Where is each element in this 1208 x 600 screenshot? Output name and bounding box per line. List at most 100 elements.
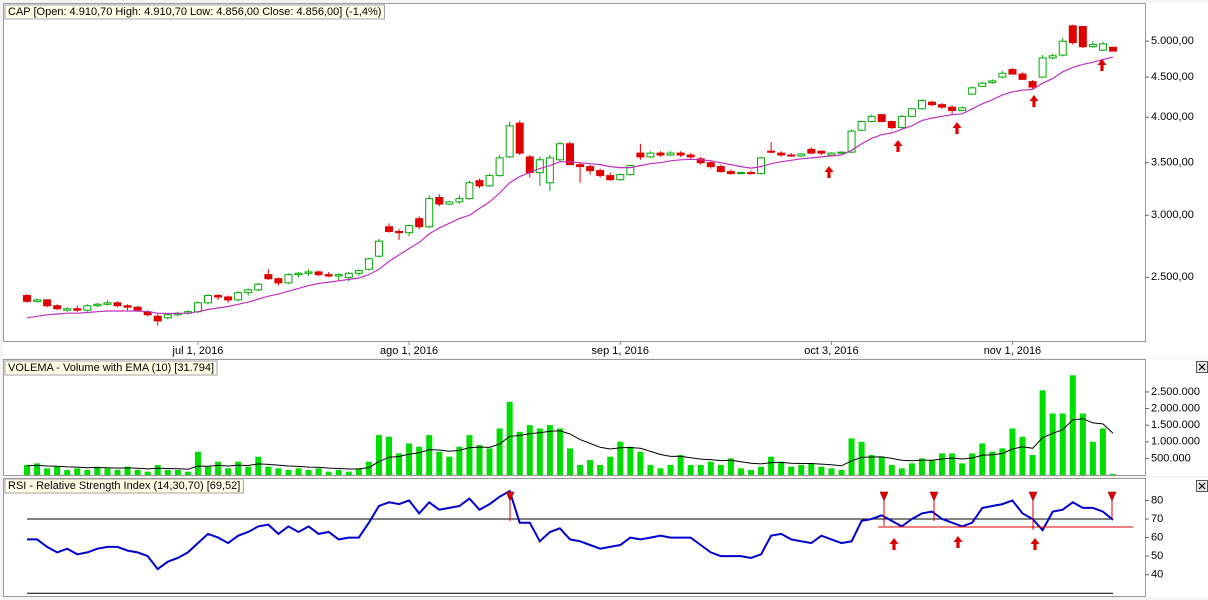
x-tick-label: sep 1, 2016	[592, 345, 650, 357]
candle-body	[344, 272, 353, 278]
volume-bar	[446, 456, 453, 475]
candle-body	[1088, 44, 1097, 48]
candle-body	[43, 299, 52, 307]
candle-body	[334, 274, 343, 277]
volume-bar	[506, 401, 513, 475]
rsi-annotations	[505, 491, 1133, 550]
candle-body	[505, 125, 514, 158]
y-tick-label: 2.500.000	[1151, 386, 1200, 398]
candle-body	[395, 230, 404, 234]
volume-bar	[194, 451, 201, 475]
volume-bar	[727, 458, 734, 475]
candle-body	[535, 159, 544, 174]
candle-body	[586, 166, 595, 172]
volume-bar	[84, 470, 91, 475]
volume-bar	[416, 446, 423, 475]
candle-body	[555, 143, 564, 161]
title-box	[4, 4, 385, 20]
candle-body	[525, 156, 534, 174]
volume-bar	[597, 465, 604, 475]
volume-bar	[426, 435, 433, 475]
volume-bar	[104, 468, 111, 475]
volume-bar	[144, 471, 151, 475]
volume-bar	[1069, 375, 1076, 475]
volume-bar	[154, 465, 161, 475]
y-tick-label: 80	[1151, 494, 1163, 506]
candle-body	[616, 174, 625, 181]
candle-body	[606, 175, 615, 181]
volume-bar	[335, 470, 342, 475]
volume-bar	[305, 470, 312, 475]
candle-body	[284, 274, 293, 284]
volume-bar	[607, 456, 614, 475]
candle-body	[897, 115, 906, 129]
panel-title: CAP [Open: 4.910,70 High: 4.910,70 Low: …	[8, 6, 381, 18]
close-button[interactable]	[1196, 361, 1208, 373]
candle-body	[455, 198, 464, 203]
volume-bar	[215, 461, 222, 475]
volume-bar	[94, 466, 101, 475]
candle-body	[646, 152, 655, 158]
volume-bar	[637, 451, 644, 475]
candle-body	[254, 283, 263, 291]
candle-body	[917, 100, 926, 110]
rsi-axis-area	[1146, 478, 1208, 597]
volume-bar	[34, 463, 41, 475]
candle-body	[33, 299, 42, 302]
candle-body	[978, 82, 987, 87]
volume-bar	[325, 471, 332, 475]
candle-body	[807, 148, 816, 154]
candle-body	[1018, 73, 1027, 80]
candle-body	[515, 122, 524, 154]
volume-bar	[396, 453, 403, 475]
volume-bar	[436, 451, 443, 475]
volume-bar	[64, 470, 71, 475]
volume-bar	[687, 465, 694, 475]
candle-body	[928, 101, 936, 106]
volume-bar	[858, 441, 865, 475]
candle-body	[304, 271, 313, 274]
volume-bar	[184, 471, 191, 475]
volume-bar	[818, 466, 825, 475]
candle-body	[23, 295, 31, 302]
candle-body	[405, 225, 414, 234]
candle-body	[374, 240, 383, 257]
candle-body	[465, 182, 474, 200]
volume-bar	[486, 448, 493, 475]
price-chart: 2.500,00 3.000,00 3.500,00 4.000,00 4.500,00…	[4, 4, 1194, 357]
y-tick-label: 50	[1151, 550, 1163, 562]
candle-body	[736, 172, 745, 175]
candle-body	[696, 158, 705, 164]
volume-bar	[898, 468, 905, 475]
candle-body	[747, 172, 755, 175]
candle-body	[857, 120, 866, 131]
y-tick-label: 5.000,00	[1151, 35, 1194, 47]
date-axis-area	[3, 342, 1208, 358]
title-box	[4, 360, 218, 376]
candle-body	[264, 274, 273, 280]
candle-body	[83, 305, 92, 311]
x-tick-label: nov 1, 2016	[984, 345, 1042, 357]
volume-bar	[758, 466, 765, 475]
volume-bar	[54, 466, 61, 475]
candle-body	[385, 226, 393, 232]
volume-bar	[164, 470, 171, 475]
volume-bar	[808, 463, 815, 475]
volume-bar	[788, 466, 795, 475]
y-tick-label: 1.500.000	[1151, 419, 1200, 431]
volume-bar	[1110, 473, 1116, 475]
candle-body	[224, 296, 233, 301]
candle-body	[867, 115, 876, 122]
volume-bar	[969, 453, 976, 475]
candle-body	[354, 270, 363, 274]
candle-body	[415, 218, 424, 228]
candle-body	[566, 143, 574, 166]
volume-bar	[386, 436, 392, 475]
candle-body	[716, 166, 725, 173]
volume-bar	[989, 451, 996, 475]
candle-body	[676, 152, 685, 156]
candle-body	[686, 154, 695, 158]
candle-body	[1048, 55, 1057, 59]
close-button[interactable]	[1196, 480, 1208, 492]
